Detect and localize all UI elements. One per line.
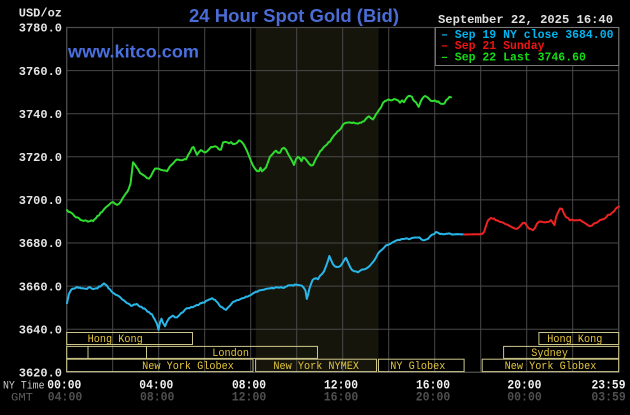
svg-text:3700.0: 3700.0 — [19, 194, 62, 208]
svg-text:12:00: 12:00 — [232, 391, 267, 405]
svg-text:– Sep 21 Sunday: – Sep 21 Sunday — [441, 39, 545, 53]
svg-text:3780.0: 3780.0 — [19, 22, 62, 36]
svg-text:Hong Kong: Hong Kong — [88, 334, 143, 346]
svg-text:08:00: 08:00 — [140, 391, 175, 405]
svg-text:London: London — [212, 348, 249, 360]
svg-text:04:00: 04:00 — [48, 391, 83, 405]
svg-text:3680.0: 3680.0 — [19, 237, 62, 251]
svg-text:3720.0: 3720.0 — [19, 151, 62, 165]
svg-text:23:59: 23:59 — [592, 379, 626, 393]
svg-text:www.kitco.com: www.kitco.com — [67, 42, 199, 62]
svg-text:– Sep 22 Last 3746.60: – Sep 22 Last 3746.60 — [441, 51, 586, 65]
svg-text:GMT: GMT — [11, 392, 33, 404]
svg-text:– Sep 19 NY close 3684.00: – Sep 19 NY close 3684.00 — [441, 28, 614, 42]
svg-text:3620.0: 3620.0 — [19, 367, 62, 381]
svg-text:3760.0: 3760.0 — [19, 65, 62, 79]
svg-text:20:00: 20:00 — [507, 379, 541, 393]
svg-text:20:00: 20:00 — [416, 391, 451, 405]
svg-text:03:59: 03:59 — [591, 391, 626, 405]
svg-text:24 Hour Spot Gold (Bid): 24 Hour Spot Gold (Bid) — [189, 5, 399, 26]
svg-text:NY Globex: NY Globex — [390, 361, 445, 373]
svg-text:New York NYMEX: New York NYMEX — [273, 361, 359, 373]
svg-text:00:00: 00:00 — [507, 391, 542, 405]
svg-text:New York Globex: New York Globex — [142, 361, 234, 373]
svg-text:NY Time: NY Time — [3, 380, 45, 392]
svg-text:04:00: 04:00 — [139, 379, 173, 393]
svg-text:Sydney: Sydney — [531, 348, 568, 360]
svg-text:September 22, 2025 16:40: September 22, 2025 16:40 — [438, 13, 613, 27]
svg-text:Hong Kong: Hong Kong — [547, 334, 602, 346]
svg-text:08:00: 08:00 — [232, 379, 266, 393]
svg-text:3660.0: 3660.0 — [19, 280, 62, 294]
svg-text:USD/oz: USD/oz — [19, 7, 62, 21]
svg-text:New York Globex: New York Globex — [505, 361, 597, 373]
svg-text:16:00: 16:00 — [324, 391, 359, 405]
svg-text:3640.0: 3640.0 — [19, 323, 62, 337]
svg-text:00:00: 00:00 — [47, 379, 81, 393]
svg-text:16:00: 16:00 — [416, 379, 450, 393]
svg-text:3740.0: 3740.0 — [19, 108, 62, 122]
svg-text:12:00: 12:00 — [324, 379, 358, 393]
